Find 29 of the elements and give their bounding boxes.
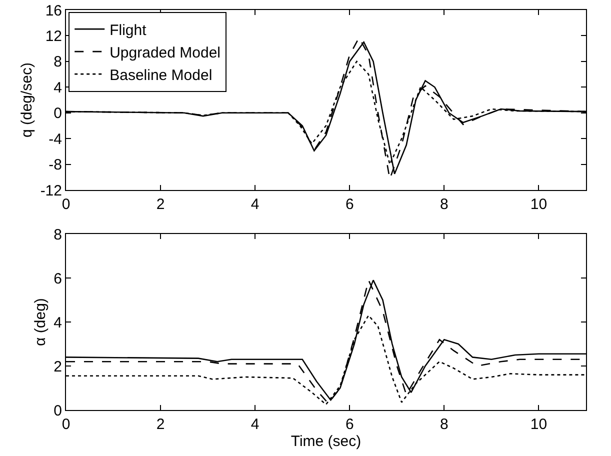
y-axis-title: q (deg/sec) — [18, 62, 36, 138]
y-tick-label: 0 — [54, 402, 62, 420]
x-tick-label: 2 — [156, 196, 165, 213]
y-tick-label: 4 — [54, 314, 62, 332]
y-axis-title: α (deg) — [32, 298, 49, 346]
y-tick-label: 2 — [54, 358, 62, 376]
y-tick-label: 4 — [54, 79, 62, 96]
legend-label: Flight — [110, 22, 148, 39]
x-tick-label: 2 — [156, 416, 165, 433]
y-tick-label: 6 — [54, 270, 62, 288]
legend-label: Upgraded Model — [110, 44, 221, 62]
y-tick-label: -12 — [40, 182, 62, 200]
y-tick-label: 12 — [45, 28, 62, 45]
y-tick-label: -4 — [48, 130, 62, 148]
x-tick-label: 4 — [250, 416, 260, 433]
legend-label: Baseline Model — [110, 66, 212, 84]
x-tick-label: 10 — [530, 196, 548, 213]
x-axis-title: Time (sec) — [290, 433, 362, 450]
y-tick-label: 16 — [45, 2, 62, 20]
x-tick-label: 6 — [345, 416, 354, 433]
y-tick-label: -8 — [48, 156, 62, 174]
x-tick-label: 8 — [440, 196, 448, 213]
x-tick-label: 8 — [440, 416, 448, 433]
y-tick-label: 8 — [54, 54, 62, 71]
x-tick-label: 4 — [250, 196, 260, 213]
x-tick-label: 10 — [530, 416, 548, 433]
y-tick-label: 0 — [54, 105, 62, 122]
y-tick-label: 8 — [54, 226, 62, 244]
x-tick-label: 6 — [345, 196, 354, 213]
